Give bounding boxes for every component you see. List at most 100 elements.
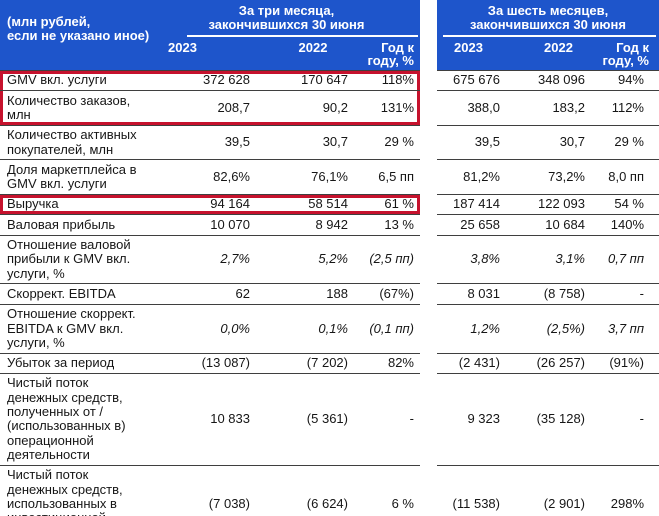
cell-3m-yoy: (0,1 пп) <box>363 305 420 354</box>
row-label: Количество активных покупателей, млн <box>0 126 153 161</box>
cell-6m-yoy: - <box>600 284 659 305</box>
column-gap <box>420 284 437 305</box>
cell-3m-2023: 94 164 <box>153 195 263 216</box>
cell-3m-2022: 30,7 <box>263 126 363 161</box>
three-months-group-header: За три месяца, закончившихся 30 июня <box>153 0 420 37</box>
three-months-col-yoy: Год к году, % <box>363 36 420 71</box>
cell-3m-2023: 62 <box>153 284 263 305</box>
six-months-group-header: За шесть месяцев, закончившихся 30 июня <box>437 0 659 37</box>
row-label: Чистый поток денежных средств, полученны… <box>0 374 153 466</box>
row-label: Валовая прибыль <box>0 215 153 236</box>
cell-3m-yoy: 118% <box>363 71 420 92</box>
row-label: Чистый поток денежных средств, использов… <box>0 466 153 516</box>
cell-3m-2022: (6 624) <box>263 466 363 516</box>
column-gap <box>420 304 437 354</box>
cell-6m-2023: 675 676 <box>437 71 517 92</box>
three-months-col-2023: 2023 <box>153 36 263 71</box>
row-label: GMV вкл. услуги <box>0 71 153 92</box>
row-label: Отношение валовой прибыли к GMV вкл. усл… <box>0 236 153 285</box>
cell-3m-yoy: 29 % <box>363 126 420 161</box>
cell-3m-2022: (7 202) <box>263 354 363 374</box>
cell-3m-yoy: 131% <box>363 91 420 126</box>
cell-3m-2023: 208,7 <box>153 91 263 126</box>
row-label: Выручка <box>0 195 153 216</box>
cell-6m-2022: 73,2% <box>517 160 600 195</box>
cell-6m-2023: 81,2% <box>437 160 517 195</box>
cell-6m-yoy: - <box>600 374 659 466</box>
cell-6m-yoy: 54 % <box>600 195 659 216</box>
cell-6m-2022: (35 128) <box>517 374 600 466</box>
header-column-gap <box>420 0 437 71</box>
cell-6m-yoy: 140% <box>600 215 659 236</box>
cell-6m-2023: (2 431) <box>437 354 517 374</box>
column-gap <box>420 194 437 216</box>
cell-6m-2022: (8 758) <box>517 284 600 305</box>
cell-3m-2023: (13 087) <box>153 354 263 374</box>
cell-6m-2022: 348 096 <box>517 71 600 92</box>
column-gap <box>420 235 437 285</box>
cell-6m-2023: 1,2% <box>437 305 517 354</box>
cell-3m-yoy: - <box>363 374 420 466</box>
cell-3m-2022: 8 942 <box>263 215 363 236</box>
cell-3m-2022: 5,2% <box>263 236 363 285</box>
cell-6m-2022: (2,5%) <box>517 305 600 354</box>
cell-6m-2022: 3,1% <box>517 236 600 285</box>
row-label: Количество заказов, млн <box>0 91 153 126</box>
cell-6m-2022: (26 257) <box>517 354 600 374</box>
cell-6m-yoy: (91%) <box>600 354 659 374</box>
cell-6m-2022: (2 901) <box>517 466 600 516</box>
cell-3m-2022: 58 514 <box>263 195 363 216</box>
cell-3m-2022: 76,1% <box>263 160 363 195</box>
six-months-col-2022: 2022 <box>517 36 600 71</box>
six-months-col-yoy: Год к году, % <box>600 36 659 71</box>
column-gap <box>420 465 437 516</box>
row-label: Убыток за период <box>0 354 153 374</box>
cell-6m-2023: 187 414 <box>437 195 517 216</box>
cell-3m-2023: 82,6% <box>153 160 263 195</box>
cell-3m-2022: 188 <box>263 284 363 305</box>
cell-6m-2022: 30,7 <box>517 126 600 161</box>
cell-6m-2023: 388,0 <box>437 91 517 126</box>
cell-6m-yoy: 0,7 пп <box>600 236 659 285</box>
row-label: Доля маркетплейса в GMV вкл. услуги <box>0 160 153 195</box>
cell-6m-2023: 9 323 <box>437 374 517 466</box>
cell-3m-yoy: (67%) <box>363 284 420 305</box>
cell-3m-yoy: 82% <box>363 354 420 374</box>
cell-6m-2023: 39,5 <box>437 126 517 161</box>
cell-3m-yoy: (2,5 пп) <box>363 236 420 285</box>
cell-3m-2023: 10 070 <box>153 215 263 236</box>
cell-3m-2023: 2,7% <box>153 236 263 285</box>
column-gap <box>420 160 437 195</box>
cell-6m-yoy: 29 % <box>600 126 659 161</box>
cell-3m-2022: (5 361) <box>263 374 363 466</box>
cell-3m-2023: (7 038) <box>153 466 263 516</box>
cell-3m-yoy: 61 % <box>363 195 420 216</box>
column-gap <box>420 373 437 466</box>
cell-6m-2023: 8 031 <box>437 284 517 305</box>
cell-3m-2023: 372 628 <box>153 71 263 92</box>
cell-6m-yoy: 3,7 пп <box>600 305 659 354</box>
cell-3m-yoy: 6 % <box>363 466 420 516</box>
cell-3m-2023: 0,0% <box>153 305 263 354</box>
cell-6m-yoy: 112% <box>600 91 659 126</box>
cell-6m-2022: 10 684 <box>517 215 600 236</box>
column-gap <box>420 125 437 161</box>
cell-6m-2023: (11 538) <box>437 466 517 516</box>
column-gap <box>420 215 437 236</box>
cell-6m-2022: 183,2 <box>517 91 600 126</box>
column-gap <box>420 70 437 92</box>
cell-3m-2023: 39,5 <box>153 126 263 161</box>
cell-6m-yoy: 94% <box>600 71 659 92</box>
cell-3m-yoy: 6,5 пп <box>363 160 420 195</box>
three-months-col-2022: 2022 <box>263 36 363 71</box>
cell-3m-2022: 0,1% <box>263 305 363 354</box>
cell-6m-2023: 3,8% <box>437 236 517 285</box>
cell-3m-2023: 10 833 <box>153 374 263 466</box>
column-gap <box>420 91 437 126</box>
cell-6m-2023: 25 658 <box>437 215 517 236</box>
row-label: Скоррект. EBITDA <box>0 284 153 305</box>
cell-3m-2022: 170 647 <box>263 71 363 92</box>
unit-label: (млн рублей, если не указано иное) <box>0 0 153 71</box>
